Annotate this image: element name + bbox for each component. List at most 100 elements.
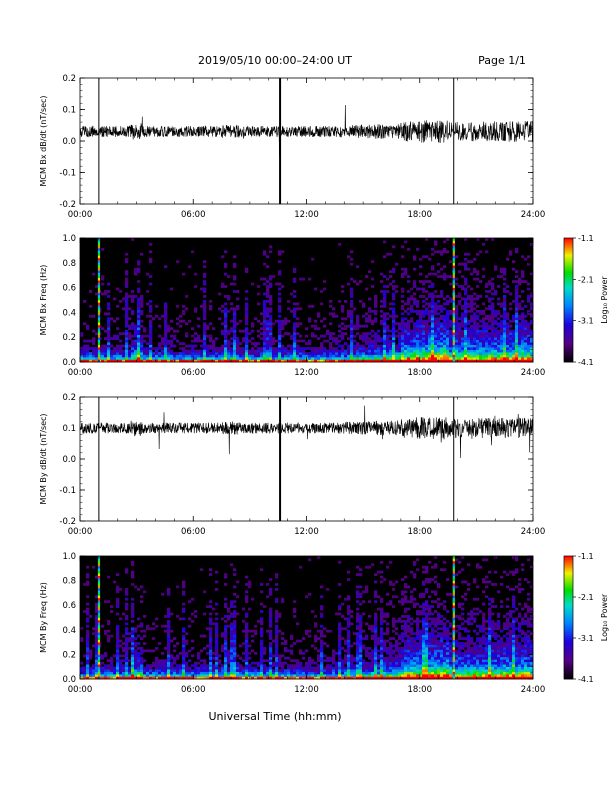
spectrogram-cell: [86, 565, 90, 569]
spectrogram-cell: [512, 359, 516, 363]
spectrogram-cell: [230, 627, 234, 631]
spectrogram-cell: [164, 347, 168, 350]
spectrogram-cell: [158, 334, 162, 338]
spectrogram-cell: [203, 302, 207, 306]
spectrogram-cell: [260, 349, 264, 353]
spectrogram-cell: [431, 292, 435, 296]
spectrogram-cell: [350, 292, 354, 296]
spectrogram-cell: [428, 314, 432, 318]
spectrogram-cell: [218, 352, 222, 355]
spectrogram-cell: [227, 656, 231, 660]
spectrogram-cell: [230, 647, 234, 650]
spectrogram-cell: [119, 676, 123, 680]
spectrogram-cell: [221, 354, 225, 358]
spectrogram-cell: [248, 585, 252, 589]
spectrogram-cell: [428, 359, 432, 363]
spectrogram-cell: [167, 615, 171, 618]
spectrogram-cell: [158, 342, 162, 345]
spectrogram-cell: [293, 349, 297, 353]
spectrogram-cell: [422, 287, 426, 291]
spectrogram-cell: [131, 560, 135, 564]
spectrogram-cell: [83, 300, 87, 303]
spectrogram-cell: [524, 314, 528, 318]
spectrogram-cell: [365, 334, 369, 338]
spectrogram-cell: [83, 671, 87, 675]
spectrogram-cell: [221, 647, 225, 650]
spectrogram-cell: [491, 334, 495, 338]
spectrogram-cell: [272, 337, 276, 340]
spectrogram-cell: [302, 349, 306, 353]
colorbar-segment: [564, 283, 573, 286]
spectrogram-cell: [521, 334, 525, 338]
spectrogram-cell: [143, 642, 147, 645]
spectrogram-cell: [455, 344, 459, 348]
spectrogram-cell: [260, 642, 264, 645]
spectrogram-cell: [245, 637, 249, 640]
spectrogram-cell: [449, 275, 453, 278]
spectrogram-cell: [137, 270, 141, 274]
spectrogram-cell: [341, 647, 345, 650]
spectrogram-cell: [515, 322, 519, 326]
spectrogram-cell: [209, 619, 213, 623]
spectrogram-cell: [377, 329, 381, 333]
spectrogram-cell: [275, 644, 279, 648]
spectrogram-cell: [137, 661, 141, 665]
spectrogram-cell: [473, 270, 477, 274]
spectrogram-cell: [530, 295, 534, 298]
spectrogram-cell: [191, 669, 195, 672]
spectrogram-cell: [167, 610, 171, 613]
spectrogram-cell: [356, 674, 360, 677]
spectrogram-cell: [203, 669, 207, 672]
spectrogram-cell: [164, 671, 168, 675]
spectrogram-cell: [341, 332, 345, 336]
spectrogram-cell: [284, 322, 288, 326]
colorbar-segment: [564, 320, 573, 324]
spectrogram-cell: [356, 357, 360, 360]
spectrogram-cell: [215, 642, 219, 645]
spectrogram-cell: [233, 656, 237, 660]
spectrogram-cell: [362, 352, 366, 355]
spectrogram-cell: [416, 302, 420, 306]
spectrogram-cell: [404, 272, 408, 276]
spectrogram-cell: [113, 669, 117, 672]
spectrogram-cell: [446, 275, 450, 278]
spectrogram-cell: [488, 282, 492, 286]
spectrogram-cell: [335, 357, 339, 360]
spectrogram-cell: [167, 659, 171, 663]
spectrogram-cell: [338, 242, 342, 246]
spectrogram-cell: [476, 357, 480, 360]
spectrogram-cell: [224, 632, 228, 636]
spectrogram-cell: [212, 347, 216, 350]
spectrogram-cell: [500, 332, 504, 336]
spectrogram-cell: [356, 265, 360, 269]
spectrogram-cell: [245, 354, 249, 358]
spectrogram-cell: [371, 277, 375, 281]
spectrogram-cell: [395, 285, 399, 288]
spectrogram-cell: [389, 664, 393, 667]
spectrogram-cell: [380, 347, 384, 350]
spectrogram-cell: [308, 671, 312, 675]
spectrogram-cell: [86, 575, 90, 579]
spectrogram-cell: [269, 617, 273, 621]
spectrogram-cell: [149, 329, 153, 333]
spectrogram-cell: [371, 354, 375, 358]
spectrogram-cell: [509, 292, 513, 296]
spectrogram-cell: [89, 656, 93, 660]
broadband-event-cell: [452, 297, 455, 301]
spectrogram-cell: [416, 300, 420, 303]
spectrogram-cell: [380, 639, 384, 643]
spectrogram-cell: [227, 297, 231, 301]
spectrogram-cell: [392, 651, 396, 655]
spectrogram-cell: [221, 282, 225, 286]
spectrogram-cell: [140, 312, 144, 316]
spectrogram-cell: [239, 644, 243, 648]
spectrogram-cell: [182, 304, 186, 308]
spectrogram-cell: [191, 349, 195, 353]
spectrogram-cell: [470, 314, 474, 318]
x-tick-label: 24:00: [521, 527, 546, 537]
spectrogram-cell: [380, 570, 384, 574]
spectrogram-cell: [203, 664, 207, 667]
spectrogram-cell: [179, 666, 183, 670]
spectrogram-cell: [224, 265, 228, 269]
spectrogram-cell: [500, 324, 504, 328]
